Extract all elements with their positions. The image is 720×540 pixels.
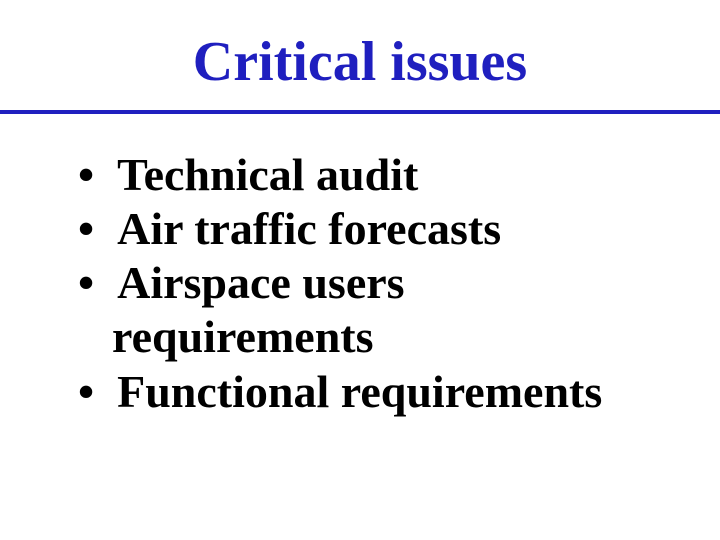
list-item-text-cont: requirements (78, 310, 680, 364)
list-item-text (106, 366, 118, 417)
list-item-text (106, 257, 118, 308)
list-item-text: Air traffic forecasts (117, 203, 501, 254)
list-item-text: Technical audit (117, 149, 418, 200)
list-item: • Functional requirements (78, 365, 680, 419)
list-item: • Technical audit (78, 148, 680, 202)
bullet-list: • Technical audit • Air traffic forecast… (0, 148, 720, 419)
bullet-icon: • (78, 366, 94, 417)
list-item-text: Functional requirements (117, 366, 602, 417)
list-item-text: Airspace users (117, 257, 404, 308)
bullet-icon: • (78, 257, 94, 308)
slide: Critical issues • Technical audit • Air … (0, 0, 720, 540)
slide-title: Critical issues (0, 0, 720, 94)
list-item-text (106, 203, 118, 254)
list-item-text (106, 149, 118, 200)
bullet-icon: • (78, 149, 94, 200)
list-item: • Air traffic forecasts (78, 202, 680, 256)
list-item: • Airspace users requirements (78, 256, 680, 365)
title-underline (0, 110, 720, 114)
bullet-icon: • (78, 203, 94, 254)
